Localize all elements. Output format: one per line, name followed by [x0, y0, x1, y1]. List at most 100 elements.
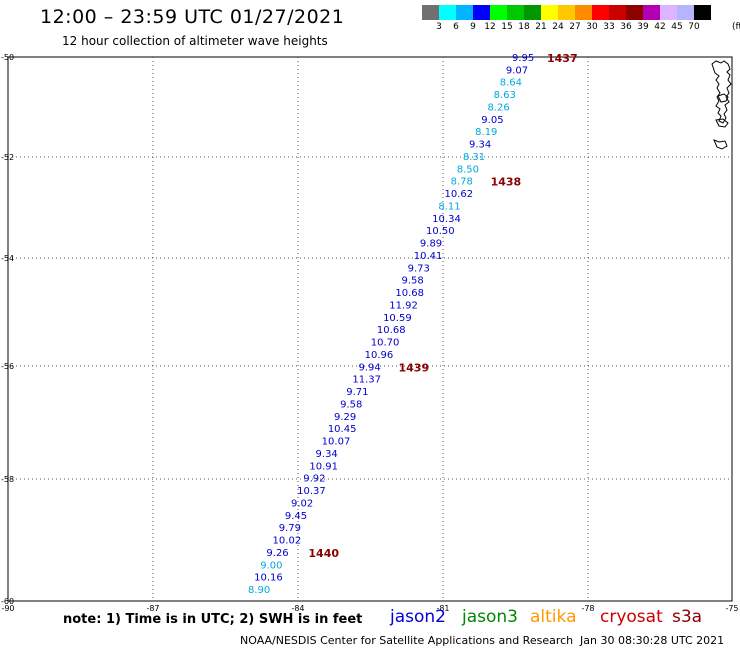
latitude-tick-label: -60 — [1, 597, 14, 606]
longitude-tick-label: -87 — [146, 604, 159, 613]
wave-height-label: 9.58 — [401, 276, 423, 287]
footer-credit: NOAA/NESDIS Center for Satellite Applica… — [240, 634, 574, 647]
wave-height-label: 9.71 — [346, 387, 368, 398]
legend-swatch — [677, 5, 694, 20]
wave-height-label: 9.26 — [266, 548, 288, 559]
wave-height-label: 9.89 — [420, 239, 442, 250]
wave-height-label: 10.70 — [371, 338, 400, 349]
legend-label: 70 — [688, 22, 700, 32]
wave-height-label: 9.29 — [334, 412, 356, 423]
wave-height-label: 8.26 — [487, 102, 509, 113]
time-label: 1440 — [308, 547, 339, 560]
longitude-tick-label: -81 — [436, 604, 449, 613]
legend-label: 21 — [535, 22, 547, 32]
latitude-tick-label: -58 — [1, 475, 14, 484]
wave-height-label: 9.05 — [481, 115, 503, 126]
latitude-tick-label: -50 — [1, 53, 14, 62]
legend-swatch — [558, 5, 575, 20]
legend-swatch — [439, 5, 456, 20]
latitude-tick-label: -54 — [1, 254, 14, 263]
legend-swatch — [643, 5, 660, 20]
legend-label: 24 — [552, 22, 564, 32]
satellite-name-altika: altika — [530, 607, 577, 627]
legend-swatch — [694, 5, 711, 20]
satellite-name-jason3: jason3 — [462, 607, 518, 627]
wave-height-label: 8.78 — [451, 177, 473, 188]
wave-height-label: 11.37 — [352, 375, 381, 386]
wave-height-label: 9.34 — [316, 449, 338, 460]
page-subtitle: 12 hour collection of altimeter wave hei… — [62, 34, 328, 48]
satellite-name-s3a: s3a — [672, 607, 703, 627]
wave-height-label: 9.94 — [359, 362, 381, 373]
wave-height-label: 9.34 — [469, 140, 491, 151]
longitude-tick-label: -90 — [1, 604, 14, 613]
legend-label: 39 — [637, 22, 649, 32]
legend-swatch — [490, 5, 507, 20]
legend-label: 30 — [586, 22, 598, 32]
legend-swatch — [473, 5, 490, 20]
legend-swatch — [524, 5, 541, 20]
wave-height-label: 9.92 — [303, 474, 325, 485]
wave-height-label: 10.37 — [297, 486, 326, 497]
wave-height-label: 10.16 — [254, 573, 283, 584]
latitude-tick-label: -56 — [1, 362, 14, 371]
wave-height-label: 8.50 — [457, 164, 479, 175]
wave-height-label: 10.07 — [322, 437, 351, 448]
legend-label: 36 — [620, 22, 632, 32]
wave-height-label: 8.64 — [500, 78, 522, 89]
wave-height-label: 10.50 — [426, 226, 455, 237]
legend-label: 42 — [654, 22, 666, 32]
legend-label: 9 — [470, 22, 476, 32]
legend-label: 27 — [569, 22, 581, 32]
satellite-name-jason2: jason2 — [390, 607, 446, 627]
wave-height-label: 9.79 — [279, 523, 301, 534]
wave-height-label: 10.68 — [377, 325, 406, 336]
latitude-tick-label: -52 — [1, 153, 14, 162]
legend-label: 33 — [603, 22, 615, 32]
wave-height-label: 10.62 — [444, 189, 473, 200]
legend-label: 15 — [501, 22, 513, 32]
wave-height-label: 10.45 — [328, 424, 357, 435]
wave-height-label: 9.58 — [340, 399, 362, 410]
wave-height-label: 10.91 — [309, 461, 338, 472]
longitude-tick-label: -75 — [725, 604, 738, 613]
legend-unit: (ft) — [732, 22, 740, 32]
wave-height-label: 10.96 — [365, 350, 394, 361]
time-label: 1437 — [547, 52, 578, 65]
wave-height-label: 10.02 — [273, 536, 302, 547]
legend-swatch — [592, 5, 609, 20]
wave-height-label: 9.45 — [285, 511, 307, 522]
wave-height-label: 9.95 — [512, 53, 534, 64]
legend-label: 6 — [453, 22, 459, 32]
wave-height-label: 9.73 — [408, 263, 430, 274]
wave-height-label: 9.07 — [506, 65, 528, 76]
legend-label: 3 — [436, 22, 442, 32]
wave-height-label: 8.19 — [475, 127, 497, 138]
coastline — [711, 60, 732, 150]
page-title: 12:00 – 23:59 UTC 01/27/2021 — [40, 6, 345, 28]
longitude-tick-label: -84 — [291, 604, 304, 613]
wave-height-label: 10.59 — [383, 313, 412, 324]
map-frame — [7, 56, 733, 602]
wave-height-label: 9.00 — [260, 560, 282, 571]
wave-height-label: 10.68 — [395, 288, 424, 299]
wave-height-label: 8.63 — [494, 90, 516, 101]
wave-height-label: 10.34 — [432, 214, 461, 225]
longitude-tick-label: -78 — [581, 604, 594, 613]
time-label: 1438 — [491, 176, 522, 189]
legend-swatch — [541, 5, 558, 20]
time-label: 1439 — [399, 361, 430, 374]
legend-label: 12 — [484, 22, 496, 32]
wave-height-label: 9.02 — [291, 498, 313, 509]
legend-label: 45 — [671, 22, 683, 32]
wave-height-label: 11.92 — [389, 300, 418, 311]
wave-height-label: 8.11 — [438, 201, 460, 212]
note-text: note: 1) Time is in UTC; 2) SWH is in fe… — [63, 612, 363, 627]
legend-swatch — [626, 5, 643, 20]
legend-swatch — [660, 5, 677, 20]
legend-swatch — [422, 5, 439, 20]
legend-swatch — [507, 5, 524, 20]
